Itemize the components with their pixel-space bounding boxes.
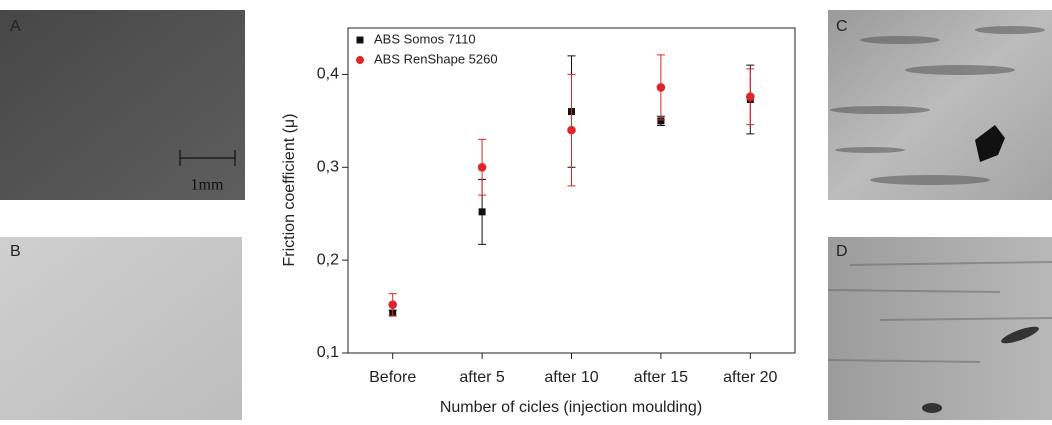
point [657,117,665,125]
panel-label: A [10,18,21,35]
y-axis-label: Friction coefficient (μ) [281,114,298,267]
y-tick-label: 0,2 [317,251,339,268]
point [656,83,666,92]
x-tick-label: after 5 [459,369,504,386]
scale-bar-label: 1mm [191,177,224,194]
x-tick-label: after 20 [723,369,777,386]
point [477,162,487,172]
x-axis-label: Number of cicles (injection moulding) [440,399,702,416]
point [388,300,398,310]
y-tick-label: 0,1 [317,344,339,361]
panel-label: D [836,243,848,260]
y-tick-label: 0,4 [317,66,339,83]
x-tick-label: Before [369,369,416,386]
x-tick-label: after 10 [544,369,598,386]
panel-label: C [836,18,848,35]
x-tick-label: after 15 [634,369,688,386]
point [746,92,755,102]
micrograph-c [828,10,1052,200]
micrograph-a: 1mm [0,10,245,200]
legend-label: ABS Somos 7110 [374,31,476,46]
panel-label: B [10,243,21,260]
point [478,208,486,216]
point [567,125,576,135]
legend-marker [356,36,364,44]
micrograph-b [0,237,242,420]
y-tick-label: 0,3 [317,159,339,176]
micrograph-d [827,237,1052,420]
legend-label: ABS RenShape 5260 [374,51,498,66]
legend-marker [356,56,364,64]
